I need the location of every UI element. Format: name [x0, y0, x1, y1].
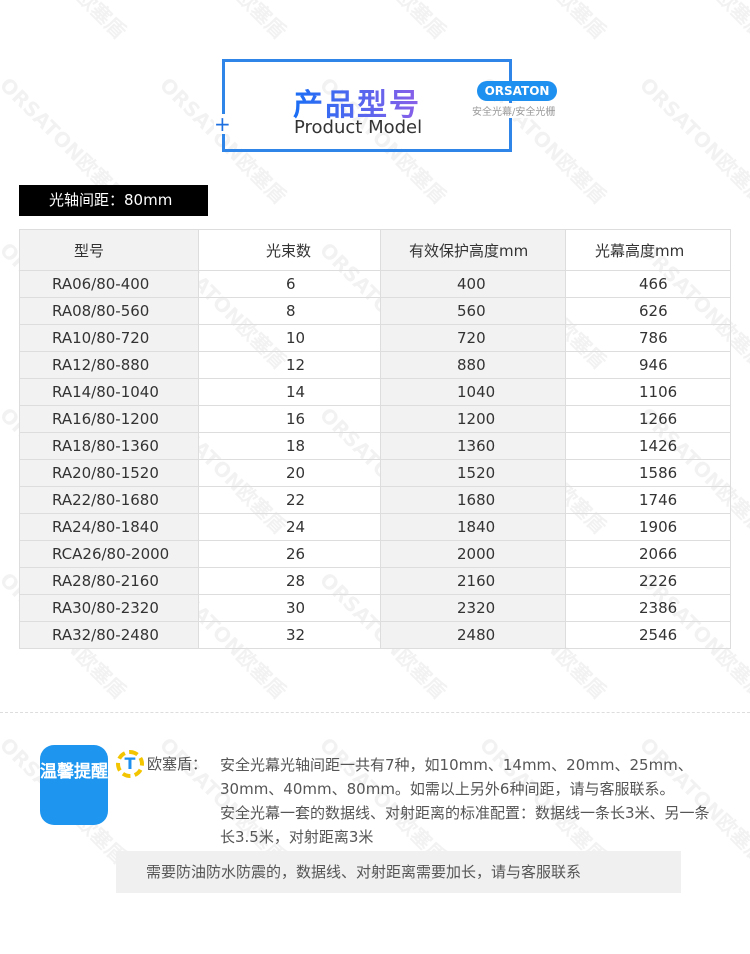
table-cell: RA10/80-720 — [19, 324, 199, 352]
page-title: 产品型号 — [293, 80, 421, 124]
table-cell: 26 — [198, 540, 381, 568]
table-cell: 786 — [565, 324, 731, 352]
table-cell: 2386 — [565, 594, 731, 622]
table-row: RA12/80-880 12 880 946 — [19, 351, 731, 379]
table-cell: 1680 — [380, 486, 566, 514]
table-row: RA20/80-1520 20 1520 1586 — [19, 459, 731, 487]
watermark: ORSATON欧塞盾 — [635, 72, 750, 209]
table-cell: 2160 — [380, 567, 566, 595]
table-row: RA24/80-1840 24 1840 1906 — [19, 513, 731, 541]
col-header: 光幕高度mm — [565, 229, 731, 271]
tips-bar: 需要防油防水防震的，数据线、对射距离需要加长，请与客服联系 — [116, 851, 681, 893]
tips-badge: 温馨提醒 — [40, 745, 108, 825]
table-row: RA30/80-2320 30 2320 2386 — [19, 594, 731, 622]
table-cell: 720 — [380, 324, 566, 352]
divider — [0, 712, 750, 713]
table-cell: 1840 — [380, 513, 566, 541]
table-cell: RA18/80-1360 — [19, 432, 199, 460]
table-cell: 1266 — [565, 405, 731, 433]
table-cell: 22 — [198, 486, 381, 514]
col-header: 型号 — [19, 229, 199, 271]
table-row: RA06/80-400 6 400 466 — [19, 270, 731, 298]
table-cell: 2480 — [380, 621, 566, 649]
col-header: 光束数 — [198, 229, 381, 271]
table-cell: 2226 — [565, 567, 731, 595]
table-row: RA22/80-1680 22 1680 1746 — [19, 486, 731, 514]
watermark: ORSATON欧塞盾 — [154, 0, 293, 44]
tips-brand: 欧塞盾： — [147, 755, 208, 773]
table-cell: 30 — [198, 594, 381, 622]
model-table: 型号 光束数 有效保护高度mm 光幕高度mm RA06/80-400 6 400 46… — [19, 229, 731, 649]
table-row: RA18/80-1360 18 1360 1426 — [19, 432, 731, 460]
watermark: ORSATON欧塞盾 — [314, 0, 453, 44]
tips-line: 安全光幕光轴间距一共有7种，如10mm、14mm、20mm、25mm、30mm、… — [220, 756, 693, 798]
table-cell: RA14/80-1040 — [19, 378, 199, 406]
table-cell: RA06/80-400 — [19, 270, 199, 298]
table-cell: 560 — [380, 297, 566, 325]
table-cell: 18 — [198, 432, 381, 460]
table-row: RA16/80-1200 16 1200 1266 — [19, 405, 731, 433]
table-cell: RA24/80-1840 — [19, 513, 199, 541]
table-cell: 400 — [380, 270, 566, 298]
table-cell: 10 — [198, 324, 381, 352]
table-cell: 6 — [198, 270, 381, 298]
table-cell: 20 — [198, 459, 381, 487]
table-cell: 28 — [198, 567, 381, 595]
table-cell: 2546 — [565, 621, 731, 649]
brand-logo-icon: T — [116, 750, 144, 778]
table-cell: 8 — [198, 297, 381, 325]
table-cell: RA22/80-1680 — [19, 486, 199, 514]
brand-tagline: 安全光幕/安全光栅 — [472, 103, 556, 118]
table-cell: 1746 — [565, 486, 731, 514]
table-cell: 14 — [198, 378, 381, 406]
table-cell: RA32/80-2480 — [19, 621, 199, 649]
table-cell: RA28/80-2160 — [19, 567, 199, 595]
spacing-label: 光轴间距：80mm — [19, 185, 208, 216]
plus-icon: + — [214, 112, 231, 136]
brand-badge: ORSATON — [477, 81, 557, 101]
table-cell: 880 — [380, 351, 566, 379]
table-cell: 12 — [198, 351, 381, 379]
table-row: RA08/80-560 8 560 626 — [19, 297, 731, 325]
table-cell: 946 — [565, 351, 731, 379]
table-cell: RCA26/80-2000 — [19, 540, 199, 568]
table-header: 型号 光束数 有效保护高度mm 光幕高度mm — [19, 229, 731, 271]
table-cell: 24 — [198, 513, 381, 541]
table-cell: 16 — [198, 405, 381, 433]
table-cell: 1586 — [565, 459, 731, 487]
table-cell: 2000 — [380, 540, 566, 568]
table-cell: RA30/80-2320 — [19, 594, 199, 622]
table-cell: 626 — [565, 297, 731, 325]
tips-text: 安全光幕光轴间距一共有7种，如10mm、14mm、20mm、25mm、30mm、… — [220, 753, 720, 849]
table-cell: 2320 — [380, 594, 566, 622]
table-cell: 2066 — [565, 540, 731, 568]
table-cell: 1426 — [565, 432, 731, 460]
table-cell: 1520 — [380, 459, 566, 487]
table-row: RA28/80-2160 28 2160 2226 — [19, 567, 731, 595]
watermark: ORSATON欧塞盾 — [634, 0, 750, 44]
table-cell: 32 — [198, 621, 381, 649]
table-cell: RA12/80-880 — [19, 351, 199, 379]
col-header: 有效保护高度mm — [380, 229, 566, 271]
table-row: RA32/80-2480 32 2480 2546 — [19, 621, 731, 649]
table-cell: 1200 — [380, 405, 566, 433]
table-cell: RA16/80-1200 — [19, 405, 199, 433]
table-cell: 1360 — [380, 432, 566, 460]
table-cell: 466 — [565, 270, 731, 298]
table-cell: 1906 — [565, 513, 731, 541]
table-cell: RA20/80-1520 — [19, 459, 199, 487]
table-cell: 1106 — [565, 378, 731, 406]
table-row: RCA26/80-2000 26 2000 2066 — [19, 540, 731, 568]
watermark: ORSATON欧塞盾 — [474, 0, 613, 44]
table-row: RA14/80-1040 14 1040 1106 — [19, 378, 731, 406]
page-subtitle: Product Model — [294, 117, 423, 138]
table-row: RA10/80-720 10 720 786 — [19, 324, 731, 352]
table-cell: 1040 — [380, 378, 566, 406]
tips-line: 安全光幕一套的数据线、对射距离的标准配置：数据线一条长3米、另一条长3.5米，对… — [220, 804, 710, 846]
table-cell: RA08/80-560 — [19, 297, 199, 325]
watermark: ORSATON欧塞盾 — [0, 0, 134, 44]
